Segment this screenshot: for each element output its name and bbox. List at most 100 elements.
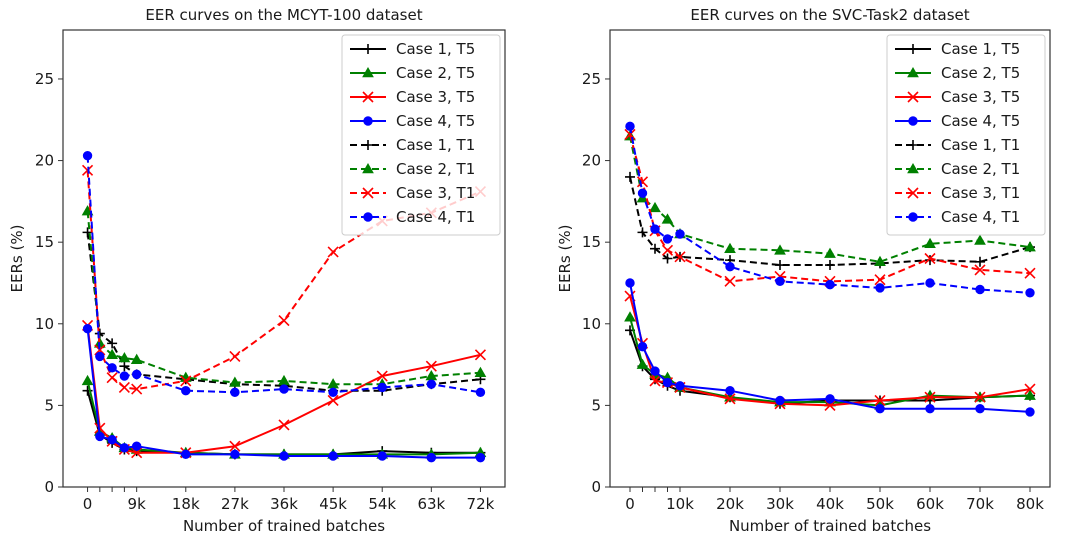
data-point: [1025, 407, 1035, 417]
data-point: [106, 372, 118, 384]
data-point: [229, 350, 241, 362]
data-point: [975, 403, 985, 414]
x-tick-label: 45k: [319, 495, 347, 513]
data-point: [637, 188, 648, 198]
y-tick-label: 25: [582, 70, 601, 88]
y-tick-label: 10: [35, 315, 54, 333]
legend-label: Case 4, T5: [941, 112, 1020, 130]
data-point: [625, 171, 635, 182]
data-point: [775, 260, 785, 271]
data-point: [924, 252, 936, 265]
data-point: [181, 386, 191, 396]
legend-marker: [908, 140, 918, 150]
series-line: [629, 135, 1031, 263]
data-point: [377, 382, 387, 393]
legend-item: Case 2, T1: [895, 160, 1020, 178]
data-point: [180, 375, 192, 387]
legend-item: Case 3, T5: [895, 88, 1020, 106]
data-point: [724, 275, 736, 287]
data-point: [925, 403, 935, 414]
axes-frame: [609, 29, 1051, 488]
x-tick-label: 72k: [467, 495, 495, 513]
data-point: [118, 352, 131, 363]
data-point: [425, 360, 437, 372]
x-tick-label: 70k: [966, 495, 994, 513]
x-tick-label: 10k: [666, 495, 694, 513]
x-tick-label: 50k: [866, 495, 894, 513]
data-point: [229, 376, 241, 387]
data-point: [377, 451, 387, 461]
data-point: [95, 431, 105, 442]
y-axis-label: EERs (%): [556, 225, 574, 293]
legend-item: Case 1, T5: [895, 40, 1020, 58]
data-point: [825, 394, 835, 404]
chart-title: EER curves on the SVC-Task2 dataset: [690, 6, 969, 24]
data-point: [82, 150, 93, 161]
data-point: [327, 246, 339, 258]
data-point: [107, 338, 118, 349]
legend-item: Case 3, T1: [350, 184, 475, 202]
legend-box: [341, 34, 501, 236]
data-point: [675, 229, 685, 239]
series-line: [629, 126, 1031, 294]
data-point: [426, 452, 437, 463]
legend-label: Case 1, T1: [396, 136, 475, 154]
data-point: [475, 452, 486, 463]
legend-marker: [908, 116, 918, 126]
data-point: [278, 419, 290, 431]
y-tick-label: 15: [35, 233, 54, 251]
data-point: [1025, 288, 1035, 298]
data-point: [130, 353, 143, 364]
x-tick-label: 36k: [270, 495, 298, 513]
data-point: [624, 311, 636, 322]
data-point: [775, 395, 785, 406]
data-point: [376, 370, 388, 382]
series-line: [629, 176, 1031, 266]
legend-label: Case 1, T5: [396, 40, 475, 58]
data-point: [975, 284, 985, 295]
y-tick-label: 10: [582, 315, 601, 333]
legend-label: Case 4, T1: [941, 208, 1020, 226]
data-point: [674, 251, 686, 263]
data-point: [924, 237, 936, 249]
data-point: [181, 449, 191, 460]
legend-item: Case 4, T1: [895, 208, 1020, 226]
x-tick-label: 27k: [221, 495, 249, 513]
y-axis-label: EERs (%): [8, 225, 26, 293]
data-point: [81, 374, 94, 386]
legend-item: Case 1, T1: [350, 136, 475, 154]
data-point: [637, 227, 648, 238]
data-point: [131, 441, 142, 451]
legend-item: Case 3, T1: [895, 184, 1020, 202]
data-point: [974, 234, 986, 245]
data-point: [675, 381, 685, 391]
legend-marker: [907, 66, 919, 78]
x-tick-label: 9k: [128, 495, 147, 513]
legend-marker: [908, 212, 918, 222]
y-tick-label: 15: [582, 233, 601, 251]
legend-marker: [363, 116, 373, 126]
data-point: [625, 278, 635, 288]
data-point: [974, 391, 986, 403]
data-point: [1024, 267, 1036, 279]
legend-item: Case 4, T1: [350, 208, 475, 226]
data-point: [661, 244, 674, 256]
data-point: [649, 375, 661, 387]
legend-marker: [907, 162, 919, 174]
data-point: [625, 121, 635, 131]
data-point: [327, 394, 339, 407]
legend: Case 1, T5 Case 2, T5 Case 3, T5 Case 4, T5…: [886, 34, 1046, 236]
data-point: [825, 279, 835, 290]
data-point: [279, 451, 289, 461]
legend-label: Case 2, T5: [396, 64, 475, 82]
data-point: [624, 128, 636, 141]
legend-marker: [362, 91, 374, 103]
legend-label: Case 2, T1: [396, 160, 475, 178]
legend-label: Case 1, T5: [941, 40, 1020, 58]
data-point: [974, 264, 986, 276]
data-point: [95, 351, 105, 362]
x-tick-label: 20k: [716, 495, 744, 513]
legend-marker: [362, 187, 374, 199]
y-tick-label: 5: [591, 396, 601, 414]
